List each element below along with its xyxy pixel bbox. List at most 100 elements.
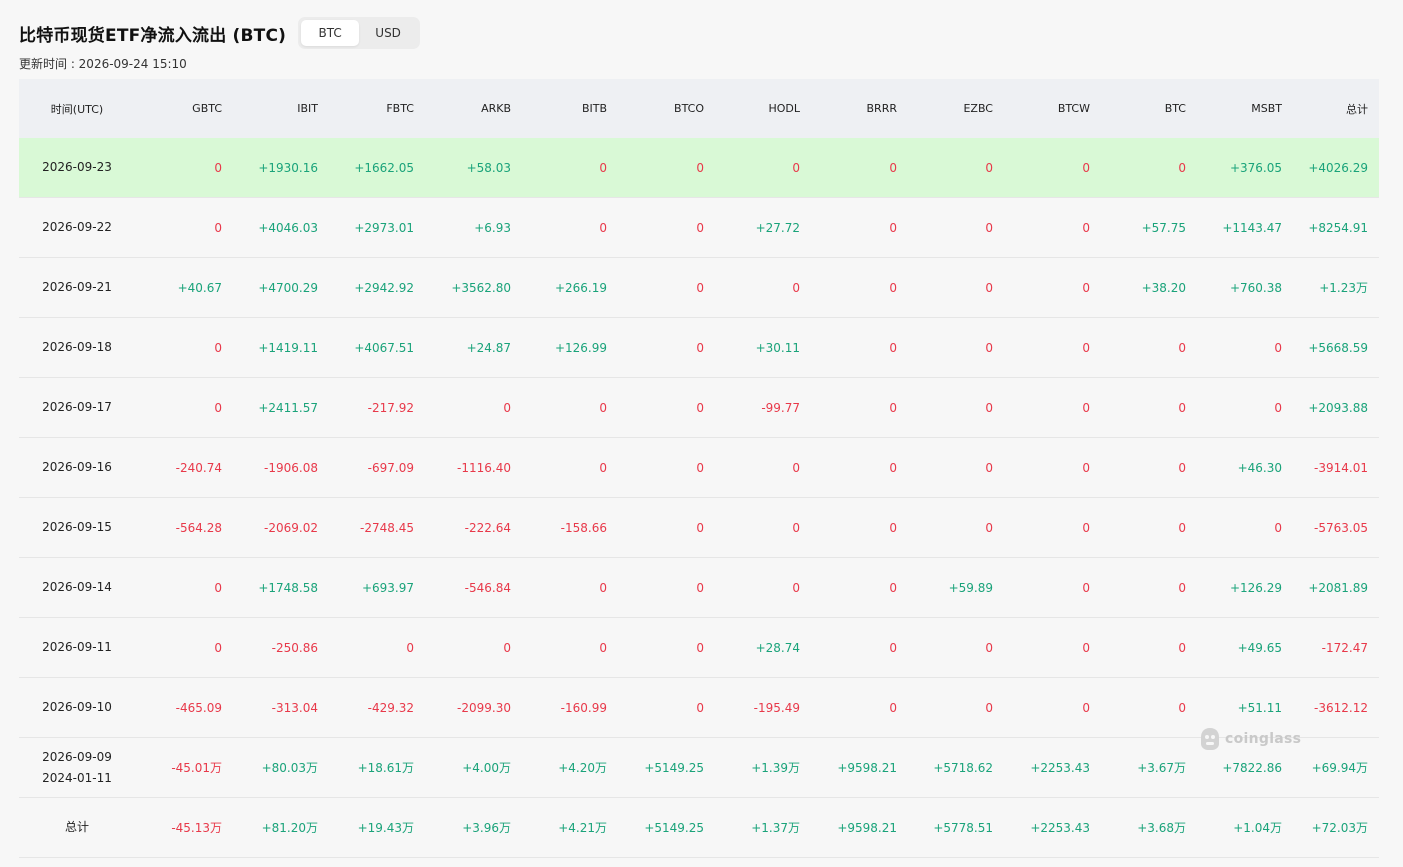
- column-header-hodl: HODL: [714, 79, 810, 138]
- flow-value-cell: +5668.59: [1292, 317, 1379, 378]
- flow-value-cell: 0: [135, 377, 232, 438]
- flow-value-cell: +2942.92: [328, 257, 424, 318]
- row-date-text: 2026-09-22: [42, 220, 112, 234]
- flow-value-cell: 0: [424, 377, 521, 438]
- flow-value-cell: 0: [810, 317, 907, 378]
- row-date-text: 2026-09-09: [42, 749, 112, 764]
- flow-value-cell: 0: [1100, 377, 1196, 438]
- etf-flow-table-container: 时间(UTC) GBTC IBIT FBTC ARKB BITB BTCO HODL BRRR E…: [19, 79, 1379, 858]
- flow-value-cell: +1143.47: [1196, 197, 1292, 258]
- flow-value-cell: +1662.05: [328, 138, 424, 198]
- flow-value-cell: 0: [1003, 557, 1100, 618]
- flow-value-cell: +5149.25: [617, 797, 714, 858]
- table-row: 2026-09-16 -240.74 -1906.08 -697.09 -1116.40…: [19, 437, 1379, 498]
- flow-value-cell: +9598.21: [810, 797, 907, 858]
- row-date-text: 2026-09-16: [42, 460, 112, 474]
- flow-value-cell: 0: [135, 138, 232, 198]
- flow-value-cell: 0: [521, 617, 617, 678]
- toggle-btc-button[interactable]: BTC: [301, 20, 360, 46]
- flow-value-cell: +5778.51: [907, 797, 1003, 858]
- flow-value-cell: -2099.30: [424, 677, 521, 738]
- flow-value-cell: +126.99: [521, 317, 617, 378]
- flow-value-cell: +1.39万: [714, 737, 810, 798]
- flow-value-cell: 0: [617, 557, 714, 618]
- table-row: 2026-09-22 0 +4046.03 +2973.01 +6.93 0 0 +27.72…: [19, 197, 1379, 258]
- flow-value-cell: 0: [135, 317, 232, 378]
- flow-value-cell: 0: [135, 557, 232, 618]
- flow-value-cell: 0: [1100, 617, 1196, 678]
- flow-value-cell: -564.28: [135, 497, 232, 558]
- flow-value-cell: -240.74: [135, 437, 232, 498]
- column-header-bitb: BITB: [521, 79, 617, 138]
- flow-value-cell: +18.61万: [328, 737, 424, 798]
- flow-value-cell: +57.75: [1100, 197, 1196, 258]
- table-row: 2026-09-09 2024-01-11 -45.01万 +80.03万 +18.61…: [19, 737, 1379, 798]
- flow-value-cell: 0: [907, 197, 1003, 258]
- flow-value-cell: 0: [424, 617, 521, 678]
- flow-value-cell: 0: [521, 377, 617, 438]
- flow-value-cell: 0: [135, 617, 232, 678]
- coinglass-logo-icon: [1201, 728, 1219, 750]
- flow-value-cell: +2081.89: [1292, 557, 1379, 618]
- flow-value-cell: +28.74: [714, 617, 810, 678]
- page-header: 比特币现货ETF净流入流出 (BTC) BTC USD: [19, 14, 421, 52]
- flow-value-cell: 0: [907, 317, 1003, 378]
- row-date-cell: 2026-09-22: [19, 197, 135, 258]
- row-date-text: 2024-01-11: [42, 770, 112, 785]
- row-date-cell: 2026-09-23: [19, 138, 135, 198]
- flow-value-cell: +2253.43: [1003, 797, 1100, 858]
- flow-value-cell: 0: [521, 557, 617, 618]
- flow-value-cell: +1748.58: [232, 557, 328, 618]
- flow-value-cell: 0: [617, 197, 714, 258]
- flow-value-cell: 0: [1003, 257, 1100, 318]
- row-date-cell: 总计: [19, 797, 135, 858]
- flow-value-cell: +266.19: [521, 257, 617, 318]
- flow-value-cell: 0: [1100, 557, 1196, 618]
- toggle-usd-button[interactable]: USD: [375, 26, 401, 40]
- total-row: 总计 -45.13万 +81.20万 +19.43万 +3.96万 +4.21万 +5149…: [19, 797, 1379, 858]
- flow-value-cell: +6.93: [424, 197, 521, 258]
- flow-value-cell: -2069.02: [232, 497, 328, 558]
- column-header-ezbc: EZBC: [907, 79, 1003, 138]
- flow-value-cell: 0: [1003, 138, 1100, 198]
- flow-value-cell: 0: [1003, 377, 1100, 438]
- row-date-cell: 2026-09-11: [19, 617, 135, 678]
- flow-value-cell: 0: [714, 497, 810, 558]
- flow-value-cell: 0: [907, 377, 1003, 438]
- watermark-text: coinglass: [1225, 731, 1302, 747]
- flow-value-cell: +3.67万: [1100, 737, 1196, 798]
- flow-value-cell: 0: [1196, 317, 1292, 378]
- flow-value-cell: -1906.08: [232, 437, 328, 498]
- flow-value-cell: 0: [617, 497, 714, 558]
- flow-value-cell: +693.97: [328, 557, 424, 618]
- flow-value-cell: -697.09: [328, 437, 424, 498]
- flow-value-cell: 0: [1100, 677, 1196, 738]
- row-date-text: 2026-09-23: [42, 160, 112, 174]
- flow-value-cell: 0: [1196, 497, 1292, 558]
- flow-value-cell: -222.64: [424, 497, 521, 558]
- flow-value-cell: 0: [1003, 197, 1100, 258]
- flow-value-cell: +2411.57: [232, 377, 328, 438]
- row-date-cell: 2026-09-21: [19, 257, 135, 318]
- flow-value-cell: +3562.80: [424, 257, 521, 318]
- flow-value-cell: -99.77: [714, 377, 810, 438]
- column-header-date: 时间(UTC): [19, 79, 135, 138]
- flow-value-cell: +1930.16: [232, 138, 328, 198]
- flow-value-cell: +4.00万: [424, 737, 521, 798]
- flow-value-cell: 0: [810, 617, 907, 678]
- flow-value-cell: 0: [135, 197, 232, 258]
- flow-value-cell: -3612.12: [1292, 677, 1379, 738]
- column-header-fbtc: FBTC: [328, 79, 424, 138]
- flow-value-cell: +126.29: [1196, 557, 1292, 618]
- flow-value-cell: 0: [617, 257, 714, 318]
- flow-value-cell: +19.43万: [328, 797, 424, 858]
- flow-value-cell: +58.03: [424, 138, 521, 198]
- flow-value-cell: 0: [810, 197, 907, 258]
- flow-value-cell: 0: [521, 197, 617, 258]
- table-row: 2026-09-15 -564.28 -2069.02 -2748.45 -222.64…: [19, 497, 1379, 558]
- flow-value-cell: 0: [714, 257, 810, 318]
- column-header-ibit: IBIT: [232, 79, 328, 138]
- row-date-cell: 2026-09-10: [19, 677, 135, 738]
- flow-value-cell: 0: [1100, 138, 1196, 198]
- column-header-btc: BTC: [1100, 79, 1196, 138]
